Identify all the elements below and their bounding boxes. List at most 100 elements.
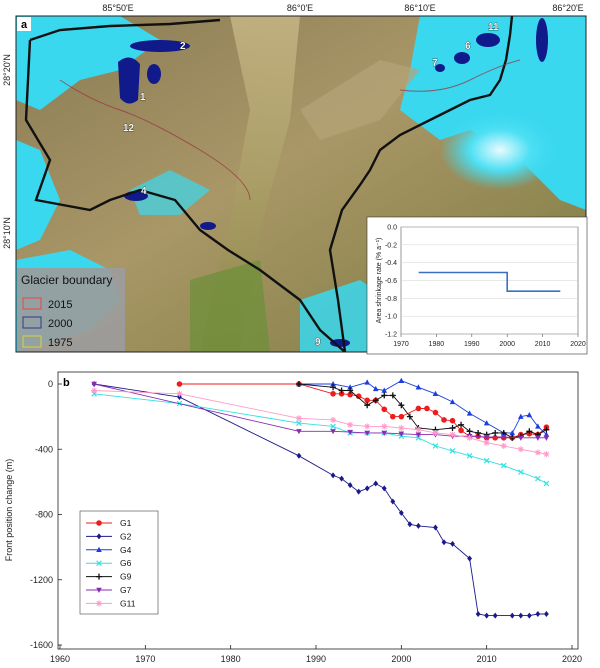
data-point [441,417,447,423]
data-point [449,448,456,454]
data-point [466,434,473,441]
data-point [296,452,302,459]
data-point [449,398,456,405]
inset-y-tick-label: -0.4 [385,260,397,267]
data-point [458,427,464,434]
data-point [475,611,481,618]
data-point [432,443,439,449]
satellite-map: a 85°50'E 86°0'E 86°10'E 86°20'E 28°20'N… [2,3,588,355]
data-point [526,612,532,619]
data-point [295,415,302,422]
data-point [526,428,533,435]
lake-label-1: 1 [140,92,146,103]
data-point [364,402,371,409]
data-point [544,611,549,618]
glacier-area [440,110,560,190]
data-point [347,421,354,428]
data-point [500,462,507,469]
data-point [381,387,388,393]
data-point [466,428,473,435]
data-point [330,423,336,430]
x-tick-label: 1990 [306,654,326,664]
data-point [330,416,337,423]
inset-x-tick-label: 1990 [464,341,480,348]
map-frame [15,15,587,353]
data-point [91,381,97,387]
lake-label-6: 6 [465,41,471,52]
data-point [96,533,102,540]
data-point [338,390,345,397]
x-tick-label: 1960 [50,654,70,664]
data-point [381,392,388,399]
legend-box [79,510,159,615]
series-group [91,377,550,619]
legend-label-2000: 2000 [48,318,72,330]
x-tick-label: 1970 [135,654,155,664]
data-point [543,435,550,441]
data-point [483,434,490,441]
data-point [398,413,405,420]
data-point [483,457,490,464]
data-point [449,425,456,432]
glacier-boundary-legend: Glacier boundary 2015 2000 1975 [17,268,125,351]
coord-top-2: 86°10'E [404,3,435,13]
data-point [330,381,336,387]
lake [118,57,140,104]
data-point [381,430,388,436]
legend: G1 G2 G4 G6 G9 G7 G11 [79,510,159,615]
data-point [96,600,102,607]
coord-top-1: 86°0'E [287,3,313,13]
data-point [338,387,345,394]
inset-y-axis-title: Area shrinkage rate (% a⁻¹) [376,238,383,324]
inset-y-tick-label: -1.0 [385,314,397,321]
basin-boundary [24,39,346,352]
legend-label: G2 [120,531,132,541]
basin-boundary [29,18,221,42]
data-point [535,423,541,429]
inset-x-tick-label: 1980 [429,341,445,348]
data-point [458,421,465,428]
inset-x-tick-label: 2000 [499,341,515,348]
data-point [398,425,405,432]
data-point [432,429,439,436]
inset-y-tick-label: -0.2 [385,242,397,249]
lake [435,64,445,72]
data-point [450,540,455,547]
lake [476,33,500,47]
inset-y-tick-label: -0.8 [385,296,397,303]
data-point [381,406,388,413]
data-point [347,482,353,489]
data-point [364,423,371,430]
legend-label: G6 [120,558,132,568]
inset-y-tick-label: -1.2 [385,332,397,339]
data-point [381,423,388,430]
y-axis-title: Front position change (m) [4,459,14,562]
data-point [526,411,533,418]
data-point [492,612,498,619]
lake-label-11: 11 [488,22,499,33]
data-point [407,521,413,528]
lake-label-2: 2 [180,41,186,52]
data-point [347,391,353,398]
series-line [93,383,547,439]
data-point [364,379,370,385]
legend-title: Glacier boundary [21,273,112,287]
panel-a-label-box [17,17,31,31]
data-point [517,469,524,475]
legend-swatch-1975 [22,335,42,348]
data-point [347,387,354,394]
glacier-area [16,16,160,110]
legend-label: G4 [120,545,132,555]
data-point [390,498,396,505]
data-point [176,381,183,387]
data-point [432,390,439,396]
data-point [330,384,337,391]
data-point [364,485,370,492]
series-g6 [91,390,550,487]
data-point [91,387,98,394]
data-point [509,429,516,436]
y-tick-label: 0 [48,379,53,389]
data-point [176,390,183,397]
coord-left-1: 28°10'N [2,217,12,249]
data-point [518,413,524,419]
